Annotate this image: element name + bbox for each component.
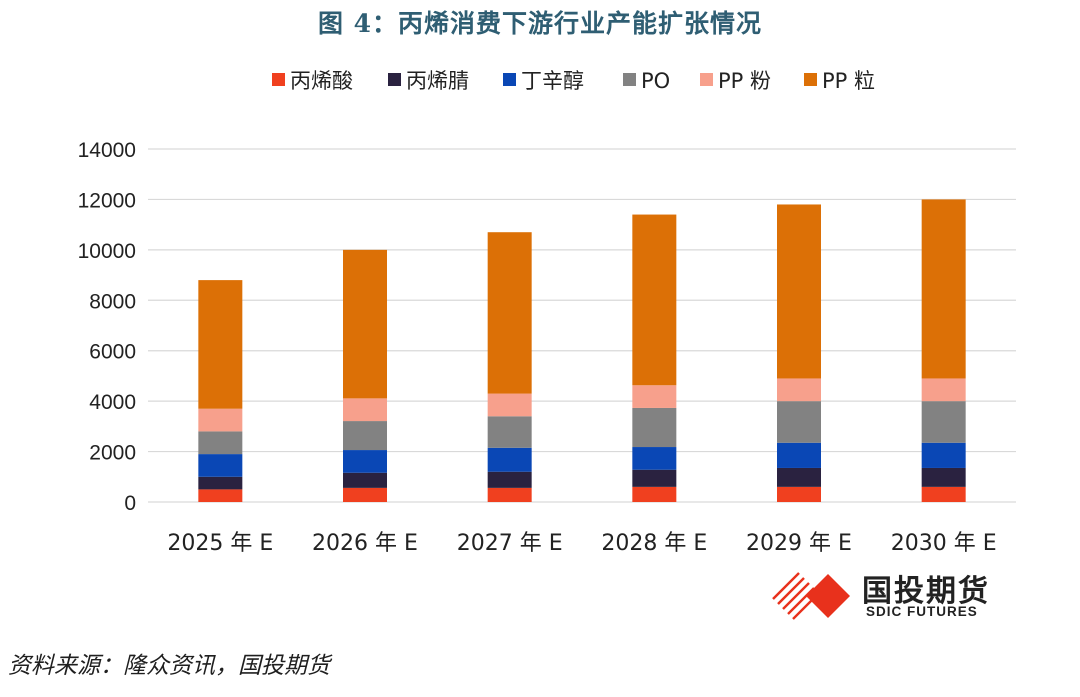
- bar-segment: [632, 407, 677, 448]
- bars: [198, 199, 966, 502]
- x-tick-label: 2029 年 E: [746, 531, 852, 556]
- bar-segment: [487, 471, 532, 488]
- bar-segment: [777, 204, 821, 379]
- bar-segment: [487, 232, 532, 394]
- legend-item: PP 粒: [804, 69, 875, 93]
- x-axis: 2025 年 E 2026 年 E 2027 年 E 2028 年 E 2029 年 E…: [167, 531, 996, 556]
- legend-item: 丙烯腈: [388, 69, 469, 93]
- bar-segment: [632, 486, 677, 502]
- legend-swatch: [272, 73, 285, 86]
- legend-label: 丁辛醇: [521, 69, 584, 93]
- x-tick-label: 2025 年 E: [167, 531, 273, 556]
- legend-label: PO: [641, 69, 670, 93]
- legend-label: 丙烯腈: [406, 69, 469, 93]
- bar-segment: [777, 442, 821, 468]
- bar-segment: [343, 450, 387, 473]
- x-tick-label: 2027 年 E: [457, 531, 563, 556]
- legend: 丙烯酸 丙烯腈 丁辛醇 PO PP 粉 PP 粒: [272, 69, 875, 93]
- bar-segment: [198, 408, 243, 432]
- bar-segment: [198, 280, 243, 409]
- bar-segment: [487, 416, 532, 448]
- legend-item: 丙烯酸: [272, 69, 353, 93]
- gridlines: [148, 148, 1016, 503]
- legend-swatch: [388, 73, 401, 86]
- bar-segment: [777, 486, 821, 502]
- bar-segment: [198, 454, 243, 477]
- bar-segment: [632, 214, 677, 386]
- logo-name-cn: 国投期货: [862, 574, 990, 609]
- bar-segment: [343, 487, 387, 502]
- legend-label: PP 粉: [718, 69, 771, 93]
- bar-segment: [632, 469, 677, 487]
- bar-segment: [777, 401, 821, 443]
- bar-segment: [921, 401, 966, 443]
- bar-segment: [487, 447, 532, 472]
- bar-segment: [487, 487, 532, 502]
- legend-swatch: [700, 73, 713, 86]
- bar-segment: [343, 398, 387, 422]
- bar-segment: [198, 476, 243, 490]
- bar-segment: [632, 385, 677, 408]
- y-tick-label: 6000: [89, 341, 136, 364]
- y-tick-label: 4000: [89, 391, 136, 414]
- bar-segment: [777, 378, 821, 402]
- bar-segment: [343, 472, 387, 488]
- bar-segment: [487, 393, 532, 417]
- source-note: 资料来源：隆众资讯，国投期货: [8, 653, 330, 679]
- logo-name-en: SDIC FUTURES: [866, 604, 978, 619]
- stacked-bar-chart: 丙烯酸 丙烯腈 丁辛醇 PO PP 粉 PP 粒 0 2000 4000 6000 8000 100…: [78, 69, 1016, 556]
- bar-segment: [921, 199, 966, 379]
- bar-segment: [921, 467, 966, 487]
- logo-stripes-icon: [770, 570, 850, 622]
- sdic-futures-logo: 国投期货 SDIC FUTURES: [766, 566, 1016, 624]
- y-tick-label: 0: [124, 492, 136, 515]
- legend-label: 丙烯酸: [290, 69, 353, 93]
- bar-segment: [198, 489, 243, 502]
- y-tick-label: 8000: [89, 290, 136, 313]
- bar-segment: [921, 486, 966, 502]
- legend-item: PP 粉: [700, 69, 771, 93]
- x-tick-label: 2026 年 E: [312, 531, 418, 556]
- legend-label: PP 粒: [822, 69, 875, 93]
- y-tick-label: 10000: [78, 240, 136, 263]
- x-tick-label: 2028 年 E: [601, 531, 707, 556]
- bar-segment: [921, 378, 966, 402]
- bar-segment: [198, 431, 243, 455]
- bar-segment: [343, 249, 387, 399]
- y-axis: 0 2000 4000 6000 8000 10000 12000 14000: [78, 139, 136, 515]
- y-tick-label: 14000: [78, 139, 136, 162]
- legend-item: PO: [623, 69, 670, 93]
- bar-segment: [921, 442, 966, 468]
- legend-item: 丁辛醇: [503, 69, 584, 93]
- legend-swatch: [503, 73, 516, 86]
- chart-title: 图 4：丙烯消费下游行业产能扩张情况: [317, 9, 763, 38]
- bar-segment: [777, 467, 821, 487]
- legend-swatch: [623, 73, 636, 86]
- bar-segment: [632, 447, 677, 470]
- y-tick-label: 2000: [89, 442, 136, 465]
- bar-segment: [343, 421, 387, 451]
- y-tick-label: 12000: [78, 189, 136, 212]
- legend-swatch: [804, 73, 817, 86]
- x-tick-label: 2030 年 E: [891, 531, 997, 556]
